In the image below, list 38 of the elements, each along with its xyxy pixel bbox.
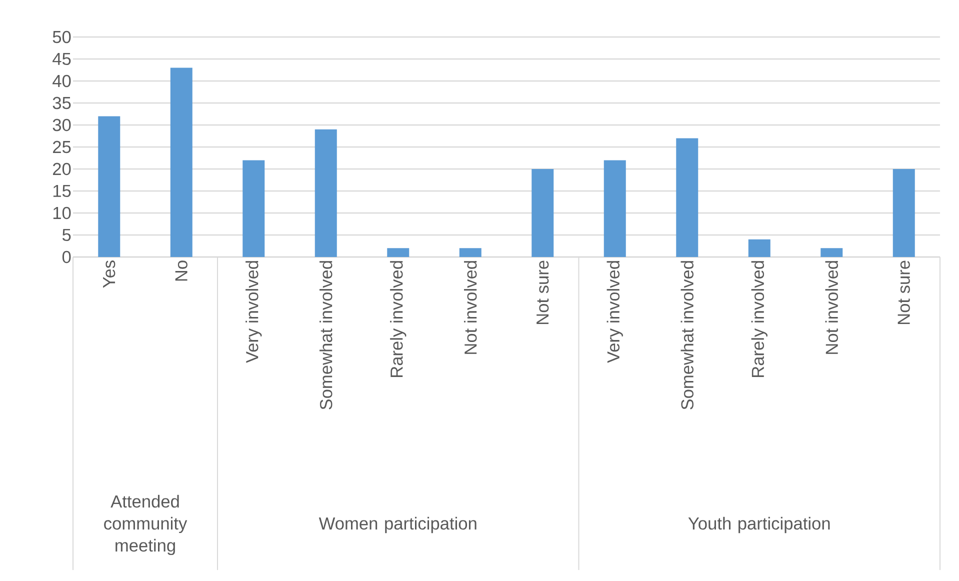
x-tick-label: Rarely involved [751,261,768,377]
x-tick-label: Not sure [536,260,549,324]
y-tick-label: 45 [52,52,71,66]
y-tick-label: 30 [52,118,71,132]
x-tick-label: Very involved [606,261,623,363]
x-tick-label: Very involved [246,261,262,363]
x-tick-label: Somewhat involved [320,261,332,410]
text: Youth participation [688,516,830,534]
bar [314,129,337,257]
text: Attended community meeting [104,494,188,556]
bar [98,116,120,257]
y-tick-label: 0 [62,250,71,264]
bar [532,168,554,257]
y-tick-label: 50 [52,30,71,44]
x-tick-label: Not involved [464,261,477,354]
y-tick-label: 15 [53,184,71,198]
bar [892,168,915,257]
x-tick-label: No [175,260,188,281]
x-tick-label: Rarely involved [390,261,406,377]
bar [604,160,626,257]
bar [387,248,410,257]
text: Women participation [318,516,476,534]
x-tick-label: Not involved [825,261,838,354]
x-tick-label: Somewhat involved [680,261,694,410]
y-tick-label: 10 [53,206,71,220]
bar [820,248,843,257]
x-tick-label: Not sure [898,260,910,324]
x-tick-label: Yes [103,260,116,288]
bar [170,68,192,257]
y-tick-label: 35 [52,96,71,110]
y-tick-label: 40 [52,74,71,88]
bar [242,160,265,257]
y-tick-label: 20 [53,162,71,176]
y-tick-label: 5 [62,228,71,242]
bar [459,248,482,257]
bar [676,138,698,257]
y-tick-label: 25 [53,140,71,154]
bar [748,239,770,257]
